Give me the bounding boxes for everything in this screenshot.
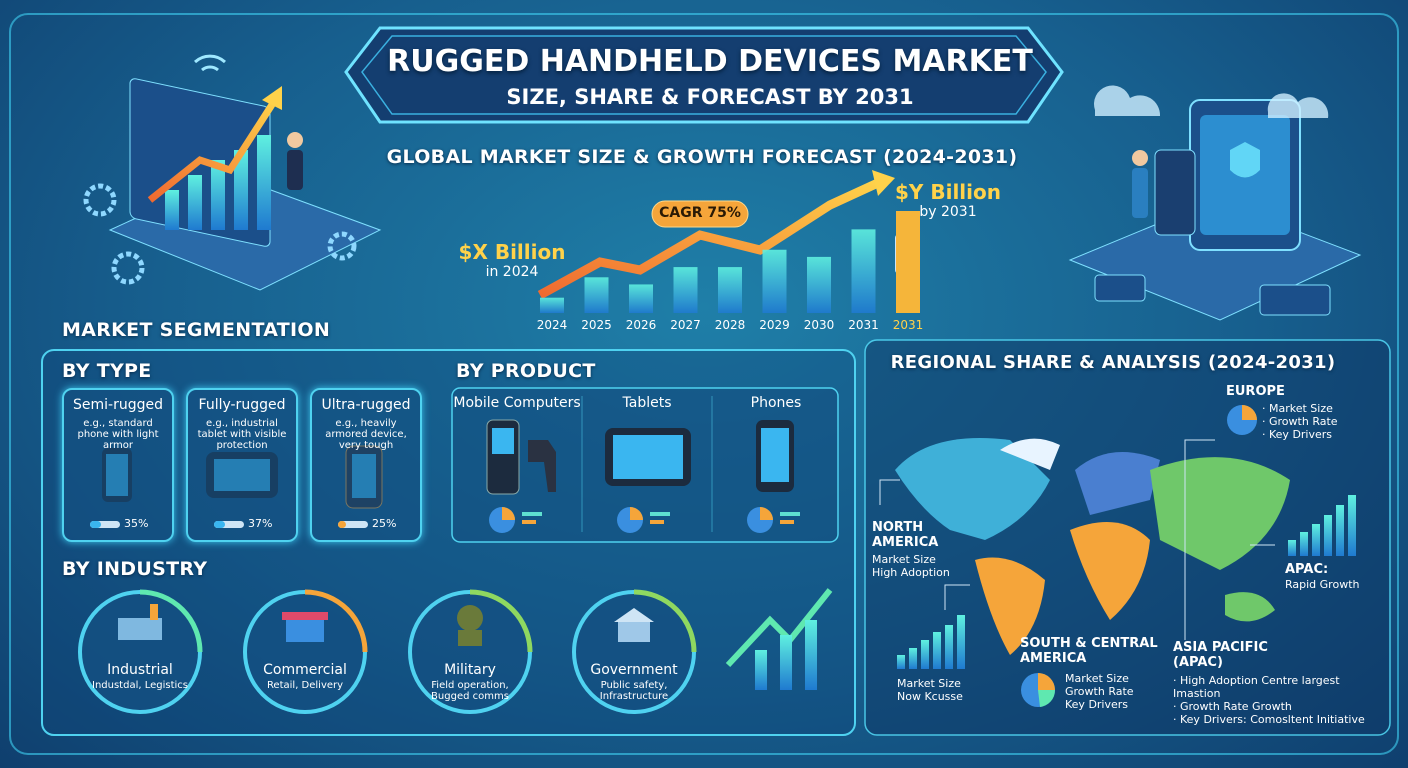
forecast-bar xyxy=(629,284,653,313)
line: Market Size xyxy=(897,677,961,690)
bullet: · High Adoption Centre largest Imastion xyxy=(1173,674,1340,700)
industry-name: Military xyxy=(444,662,496,678)
cagr: CAGR 75% xyxy=(659,205,741,221)
line: Market Size xyxy=(1065,672,1129,685)
region-name: NORTH AMERICA xyxy=(872,520,939,550)
share-track xyxy=(338,521,368,528)
mini-pies xyxy=(489,507,800,533)
subtitle: SIZE, SHARE & FORECAST BY 2031 xyxy=(506,85,914,109)
region-details: Market Size Growth Rate Key Drivers xyxy=(1065,672,1134,711)
region-name: APAC: xyxy=(1285,562,1329,577)
type-card: Fully-rugged e.g., industrial tablet with… xyxy=(186,388,298,542)
bullet: · Growth Rate xyxy=(1262,415,1338,428)
region-name: SOUTH & CENTRAL AMERICA xyxy=(1020,636,1158,666)
region-details: Market Size High Adoption xyxy=(872,553,950,579)
year-label: 2024 xyxy=(537,318,568,332)
industry-icons xyxy=(118,604,654,646)
year-label: 2029 xyxy=(759,318,790,332)
bullet-text: Key Drivers xyxy=(1269,428,1333,441)
region-details: · High Adoption Centre largest Imastion … xyxy=(1173,674,1373,726)
product-name: Mobile Computers xyxy=(453,395,581,411)
type-name: Semi-rugged xyxy=(73,397,163,413)
forecast-bar xyxy=(673,267,698,313)
start-value: $X Billion xyxy=(458,240,566,264)
industry-description: Public safety, Infrastructure xyxy=(599,680,669,702)
share-bar xyxy=(214,521,226,528)
year-label: 2028 xyxy=(715,318,746,332)
forecast-bar xyxy=(896,211,920,313)
forecast-bar xyxy=(718,267,742,313)
year-label: 2031 xyxy=(848,318,879,332)
line: Growth Rate xyxy=(1065,685,1134,698)
region-details: Market Size Now Kcusse xyxy=(897,677,963,703)
bullet-text: Growth Rate xyxy=(1269,415,1338,428)
region-details: · Market Size · Growth Rate · Key Driver… xyxy=(1262,402,1338,441)
year-label: 2025 xyxy=(581,318,612,332)
year-label: 2027 xyxy=(670,318,701,332)
product-name: Phones xyxy=(750,395,802,411)
device-illustration xyxy=(1068,85,1362,321)
share-label: 35% xyxy=(124,517,149,530)
type-description: e.g., industrial tablet with visible pro… xyxy=(197,418,287,451)
year-label: 2030 xyxy=(804,318,835,332)
bullet-text: Key Drivers: Comosltent Initiative xyxy=(1180,713,1365,726)
industry-description: Retail, Delivery xyxy=(266,680,344,691)
year-label: 2026 xyxy=(626,318,657,332)
line: High Adoption xyxy=(872,566,950,579)
type-name: Ultra-rugged xyxy=(321,397,411,413)
year-label: 2031 xyxy=(893,318,924,332)
share-track xyxy=(214,521,244,528)
line: Key Drivers xyxy=(1065,698,1129,711)
share-label: 37% xyxy=(248,517,273,530)
type-description: e.g., heavily armored device, very tough xyxy=(325,418,407,451)
industry-name: Commercial xyxy=(263,662,347,678)
regional-heading: REGIONAL SHARE & ANALYSIS (2024-2031) xyxy=(890,352,1336,373)
line: Now Kcusse xyxy=(897,690,963,703)
product-name: Tablets xyxy=(622,395,672,411)
end-note: by 2031 xyxy=(919,204,977,220)
bullet: · Key Drivers: Comosltent Initiative xyxy=(1173,713,1365,726)
region-name: ASIA PACIFIC (APAC) xyxy=(1173,640,1268,670)
bullet: · Growth Rate Growth xyxy=(1173,700,1292,713)
bullet: · Market Size xyxy=(1262,402,1333,415)
share-bar xyxy=(338,521,346,528)
type-heading: BY TYPE xyxy=(62,360,152,382)
forecast-heading: GLOBAL MARKET SIZE & GROWTH FORECAST (20… xyxy=(386,146,1018,168)
share-bar xyxy=(90,521,101,528)
title: RUGGED HANDHELD DEVICES MARKET xyxy=(387,44,1033,79)
forecast-bar xyxy=(584,277,609,313)
industry-name: Government xyxy=(590,662,678,678)
forecast-bar xyxy=(851,229,876,313)
analytics-illustration xyxy=(83,54,382,291)
type-card: Semi-rugged e.g., standard phone with lig… xyxy=(62,388,174,542)
industry-description: Field operation, Bugged comms xyxy=(431,680,509,702)
bullet-text: High Adoption Centre largest Imastion xyxy=(1173,674,1340,700)
share-label: 25% xyxy=(372,517,397,530)
start-note: in 2024 xyxy=(485,264,539,280)
product-heading: BY PRODUCT xyxy=(456,360,596,382)
forecast-bar xyxy=(807,256,831,313)
bullet-text: Growth Rate Growth xyxy=(1180,700,1292,713)
industry-heading: BY INDUSTRY xyxy=(62,558,208,580)
industry-description: Industdal, Legistics xyxy=(92,680,189,691)
industry-name: Industrial xyxy=(107,662,173,678)
type-name: Fully-rugged xyxy=(198,397,286,413)
type-description: e.g., standard phone with light armor xyxy=(77,418,159,451)
bullet-text: Market Size xyxy=(1269,402,1333,415)
end-value: $Y Billion xyxy=(894,180,1002,204)
segmentation-heading: MARKET SEGMENTATION xyxy=(62,319,331,341)
forecast-bar xyxy=(540,297,564,313)
share-track xyxy=(90,521,120,528)
forecast-bar xyxy=(762,249,787,313)
line: Market Size xyxy=(872,553,936,566)
region-name: EUROPE xyxy=(1226,384,1285,399)
region-details: Rapid Growth xyxy=(1285,578,1360,591)
type-card: Ultra-rugged e.g., heavily armored device… xyxy=(310,388,422,542)
bullet: · Key Drivers xyxy=(1262,428,1333,441)
